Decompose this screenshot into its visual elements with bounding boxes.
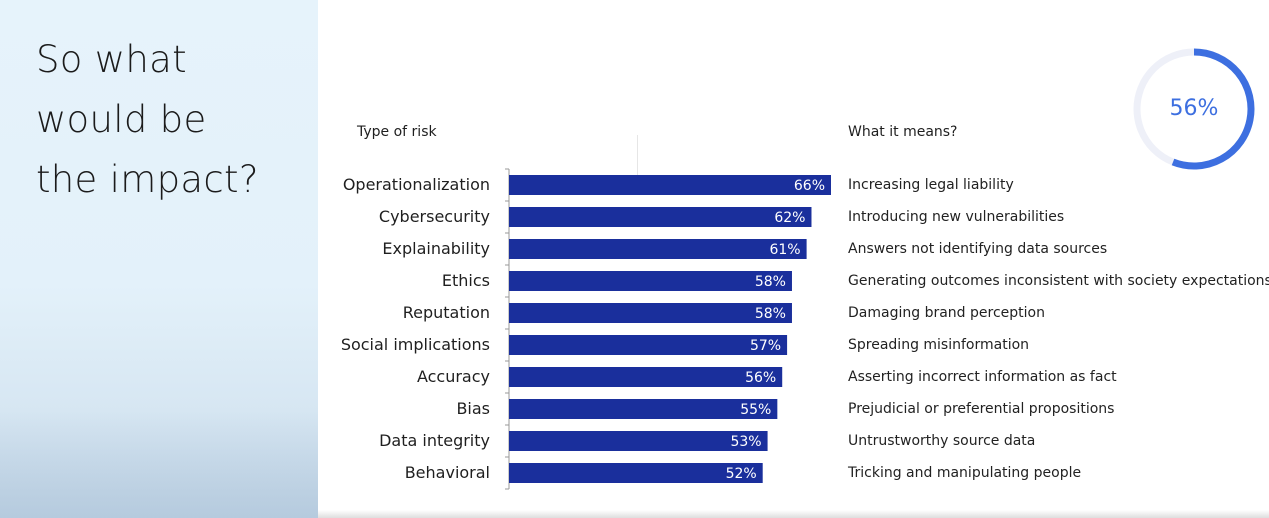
bar	[509, 207, 812, 227]
data-label: 57%	[750, 338, 781, 354]
bar	[509, 399, 778, 419]
data-label: 58%	[755, 306, 786, 322]
category-label: Cybersecurity	[379, 207, 490, 226]
bar	[509, 175, 831, 195]
data-label: 53%	[730, 434, 761, 450]
panel-shade	[0, 408, 318, 518]
divider	[637, 135, 638, 175]
bar	[509, 431, 768, 451]
category-label: Ethics	[442, 271, 490, 290]
bottom-edge	[318, 510, 1269, 518]
category-label: Bias	[456, 399, 490, 418]
category-label: Behavioral	[405, 463, 490, 482]
title-line: So what	[36, 38, 187, 81]
category-label: Explainability	[382, 239, 490, 258]
category-label: Reputation	[403, 303, 490, 322]
title-line: the impact?	[36, 158, 259, 201]
bar	[509, 335, 788, 355]
data-label: 56%	[745, 370, 776, 386]
page-title: So what would be the impact?	[36, 30, 259, 210]
bar	[509, 271, 792, 291]
data-label: 62%	[774, 210, 805, 226]
what-it-means-header: What it means?	[848, 124, 958, 140]
risk-meaning: Tricking and manipulating people	[848, 465, 1082, 481]
risk-meaning: Generating outcomes inconsistent with so…	[848, 273, 1269, 289]
data-label: 58%	[755, 274, 786, 290]
category-label: Accuracy	[417, 367, 490, 386]
category-label: Data integrity	[379, 431, 490, 450]
bar	[509, 463, 763, 483]
risk-meaning: Increasing legal liability	[848, 177, 1014, 193]
category-label: Operationalization	[343, 175, 490, 194]
bar	[509, 303, 792, 323]
percentage-ring-gauge	[1133, 48, 1255, 170]
risk-meaning: Damaging brand perception	[848, 305, 1045, 321]
category-label: Social implications	[341, 335, 490, 354]
data-label: 66%	[794, 178, 825, 194]
gauge-value: 56%	[1169, 96, 1219, 121]
risk-meaning: Untrustworthy source data	[848, 433, 1036, 449]
data-label: 55%	[740, 402, 771, 418]
bar	[509, 239, 807, 259]
gauge-arc	[1171, 48, 1255, 170]
risk-meaning: Introducing new vulnerabilities	[848, 209, 1065, 225]
risk-meaning: Asserting incorrect information as fact	[848, 369, 1117, 385]
data-label: 61%	[769, 242, 800, 258]
type-of-risk-header: Type of risk	[357, 124, 437, 140]
risk-meaning: Spreading misinformation	[848, 337, 1030, 353]
title-panel	[0, 0, 318, 518]
bar	[509, 367, 783, 387]
data-label: 52%	[726, 466, 757, 482]
risk-meaning: Answers not identifying data sources	[848, 241, 1108, 257]
risk-meaning: Prejudicial or preferential propositions	[848, 401, 1115, 417]
title-line: would be	[36, 98, 207, 141]
